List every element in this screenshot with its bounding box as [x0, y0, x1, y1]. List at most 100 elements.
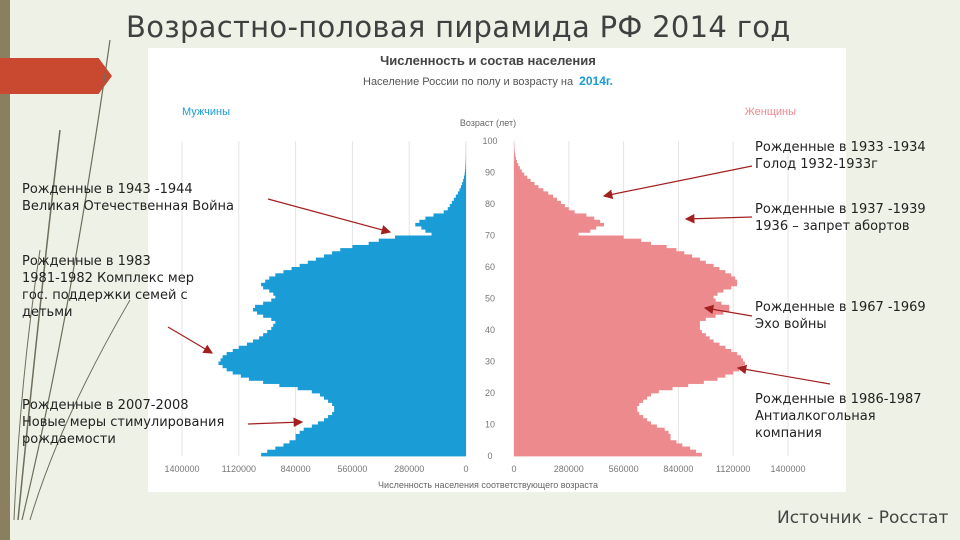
female-bar-age-25 — [514, 374, 726, 378]
male-bar-age-45 — [257, 311, 466, 315]
male-bar-age-39 — [267, 330, 466, 334]
male-bar-age-70 — [431, 232, 466, 236]
female-bar-age-79 — [514, 204, 565, 208]
y-tick-100: 100 — [482, 136, 497, 146]
male-bar-age-50 — [275, 295, 466, 299]
female-bar-age-93 — [514, 159, 517, 164]
male-bar-age-9 — [311, 424, 466, 429]
male-bar-age-77 — [443, 210, 466, 214]
male-bar-age-66 — [352, 244, 466, 249]
male-bar-age-19 — [319, 393, 466, 397]
female-bar-age-69 — [514, 235, 624, 240]
title-accent-tab — [0, 58, 112, 94]
annotation-line: 1981-1982 Комплекс мер — [22, 271, 194, 286]
female-bar-age-35 — [514, 342, 720, 347]
female-bar-age-61 — [514, 260, 706, 265]
female-bar-age-63 — [514, 254, 693, 258]
annotation-1933: Рожденные в 1933 -1934 Голод 1932-1933г — [755, 139, 926, 173]
female-bar-age-49 — [514, 298, 716, 303]
male-bar-age-58 — [283, 270, 466, 274]
male-bar-age-6 — [295, 433, 466, 438]
male-bar-age-92 — [465, 163, 466, 167]
male-bar-age-85 — [460, 185, 466, 189]
male-bar-age-31 — [222, 355, 466, 359]
annotation-line: Рожденные в 1943 -1944 — [22, 182, 193, 197]
chart-bars — [218, 137, 745, 457]
female-bar-age-66 — [514, 244, 667, 249]
male-bar-age-86 — [462, 181, 466, 186]
female-bar-age-71 — [514, 229, 591, 233]
female-bar-age-83 — [514, 191, 549, 195]
male-bar-age-36 — [253, 339, 466, 343]
male-bar-age-1 — [267, 449, 466, 454]
female-bar-age-29 — [514, 361, 745, 366]
male-bar-age-30 — [220, 358, 466, 362]
female-bar-age-14 — [514, 408, 638, 413]
female-bar-age-24 — [514, 377, 718, 381]
male-bar-age-81 — [453, 197, 466, 202]
female-bar-age-21 — [514, 386, 673, 391]
legend-male: Мужчины — [182, 106, 230, 118]
male-bar-age-41 — [273, 323, 466, 328]
female-bar-age-84 — [514, 188, 544, 192]
female-bar-age-80 — [514, 200, 561, 205]
annotation-line: детьми — [22, 305, 73, 320]
arrow-2007 — [247, 417, 304, 428]
arrow-1933 — [602, 165, 753, 200]
female-bar-age-5 — [514, 437, 671, 441]
female-bar-age-7 — [514, 430, 669, 435]
male-bar-age-26 — [232, 370, 466, 375]
male-bar-age-52 — [269, 289, 466, 293]
male-bar-age-17 — [328, 399, 466, 403]
male-bar-age-48 — [263, 301, 466, 306]
male-bar-age-83 — [457, 191, 466, 195]
x-tick-right-1120000: 1120000 — [716, 464, 750, 474]
male-bar-age-82 — [455, 194, 466, 199]
female-bar-age-70 — [514, 232, 579, 236]
male-bar-age-28 — [222, 364, 466, 369]
y-tick-50: 50 — [485, 294, 495, 304]
female-bar-age-54 — [514, 282, 738, 287]
male-bar-age-84 — [459, 188, 466, 192]
annotation-line: Рожденные в 2007-2008 — [22, 398, 189, 413]
female-bar-age-3 — [514, 443, 683, 447]
male-bar-age-47 — [255, 304, 466, 309]
x-tick-right-560000: 560000 — [609, 464, 639, 474]
female-bar-age-89 — [514, 172, 525, 177]
female-bar-age-11 — [514, 418, 648, 422]
female-bar-age-12 — [514, 415, 644, 419]
male-bar-age-0 — [261, 452, 466, 457]
female-bar-age-31 — [514, 355, 742, 359]
x-tick-right-840000: 840000 — [663, 464, 693, 474]
female-bar-age-65 — [514, 248, 677, 252]
male-bar-age-76 — [433, 213, 466, 217]
female-bar-age-72 — [514, 226, 597, 230]
female-bar-age-41 — [514, 323, 700, 328]
y-tick-0: 0 — [487, 451, 492, 461]
female-bar-age-50 — [514, 295, 714, 299]
female-bar-age-38 — [514, 333, 706, 337]
x-tick-right-280000: 280000 — [554, 464, 584, 474]
female-bar-age-87 — [514, 178, 531, 183]
male-bar-age-44 — [263, 314, 466, 318]
female-bar-age-95 — [514, 153, 516, 158]
female-bar-age-60 — [514, 263, 714, 268]
male-bar-age-65 — [340, 248, 466, 252]
male-bar-age-32 — [226, 352, 466, 356]
male-bar-age-49 — [271, 298, 466, 303]
male-bar-age-67 — [368, 241, 466, 246]
male-bar-age-27 — [226, 367, 466, 372]
female-bar-age-67 — [514, 241, 651, 246]
male-bar-age-8 — [303, 427, 466, 432]
male-bar-age-51 — [273, 292, 466, 296]
male-bar-age-56 — [269, 276, 466, 280]
male-bar-age-60 — [299, 263, 466, 268]
population-pyramid-chart: Численность и состав населения Население… — [164, 53, 805, 490]
male-bar-age-62 — [315, 257, 466, 262]
annotation-line: 1936 – запрет абортов — [755, 219, 910, 234]
female-bar-age-43 — [514, 317, 706, 321]
male-bar-age-90 — [464, 169, 466, 173]
female-bar-age-23 — [514, 380, 704, 384]
female-bar-age-51 — [514, 292, 718, 296]
